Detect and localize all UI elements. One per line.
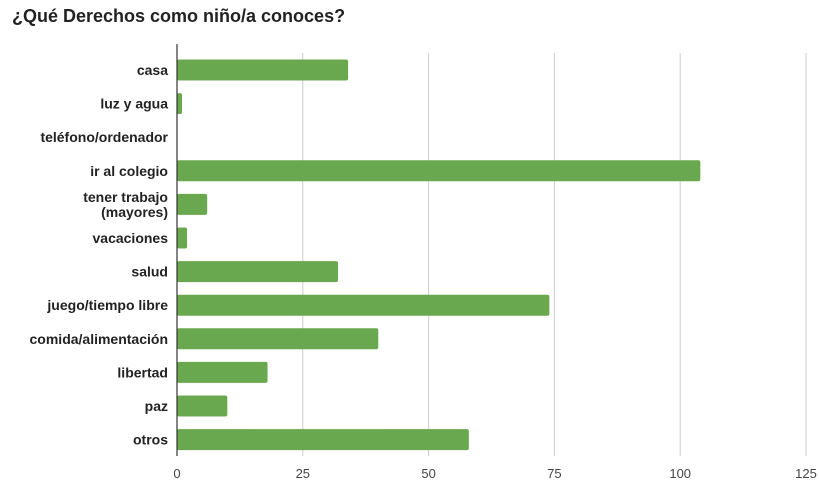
category-label: luz y agua — [100, 96, 168, 112]
category-label: comida/alimentación — [30, 331, 168, 347]
bar — [177, 328, 379, 350]
x-tick-label: 50 — [421, 466, 435, 481]
category-label-line: juego/tiempo libre — [46, 297, 168, 313]
category-label-line: paz — [145, 398, 168, 414]
x-tick-label: 0 — [173, 466, 180, 481]
category-label: tener trabajo (mayores) — [83, 189, 168, 220]
category-labels: casa luz y agua teléfono/ordenador ir al co… — [30, 62, 169, 448]
x-tick-label: 25 — [296, 466, 310, 481]
bar — [177, 361, 268, 383]
category-label: salud — [131, 264, 168, 280]
category-label: otros — [133, 432, 168, 448]
category-label-line: vacaciones — [93, 230, 169, 246]
category-label-line: otros — [133, 432, 168, 448]
bar — [177, 395, 228, 417]
category-label-line: libertad — [117, 364, 168, 380]
category-label-line: ir al colegio — [90, 163, 168, 179]
x-tick-labels: 0 25 50 75 100 125 — [173, 466, 816, 481]
category-label: libertad — [117, 364, 168, 380]
category-label: ir al colegio — [90, 163, 168, 179]
x-tick-label: 75 — [547, 466, 561, 481]
x-tick-label: 100 — [669, 466, 691, 481]
bar — [177, 429, 469, 451]
category-label-line: (mayores) — [101, 204, 168, 220]
bars — [177, 59, 701, 451]
bar — [177, 294, 550, 316]
bar — [177, 160, 701, 182]
bar — [177, 93, 183, 115]
chart-title: ¿Qué Derechos como niño/a conoces? — [12, 6, 346, 26]
x-tick-label: 125 — [795, 466, 817, 481]
bar — [177, 227, 188, 249]
category-label: teléfono/ordenador — [40, 129, 168, 145]
category-label-line: tener trabajo — [83, 189, 168, 205]
category-label-line: casa — [137, 62, 168, 78]
category-label: vacaciones — [93, 230, 169, 246]
bar — [177, 59, 349, 81]
category-label: paz — [145, 398, 168, 414]
category-label-line: salud — [131, 264, 168, 280]
bar — [177, 261, 339, 283]
category-label: casa — [137, 62, 168, 78]
bar — [177, 193, 208, 215]
category-label-line: teléfono/ordenador — [40, 129, 168, 145]
category-label-line: luz y agua — [100, 96, 168, 112]
grid-lines — [302, 53, 807, 456]
category-label: juego/tiempo libre — [46, 297, 168, 313]
category-label-line: comida/alimentación — [30, 331, 168, 347]
